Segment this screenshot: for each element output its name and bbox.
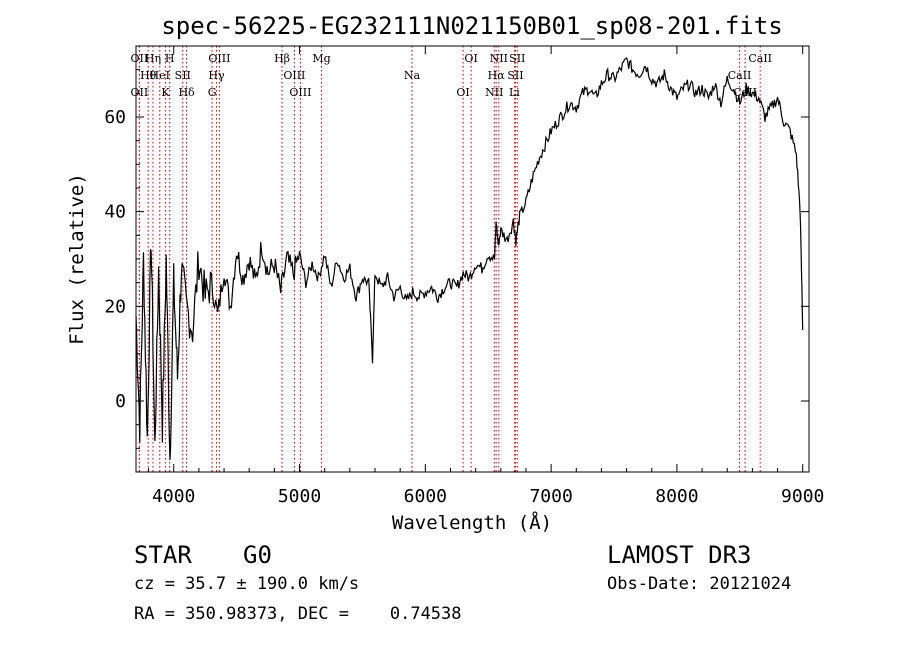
x-axis-ticks: 4000 5000 6000 7000 8000 9000 — [148, 46, 824, 507]
plot-frame — [135, 45, 810, 473]
marker-label: Mg — [312, 52, 330, 65]
x-tick-label: 5000 — [278, 486, 321, 507]
x-tick-label: 6000 — [404, 486, 447, 507]
marker-label: OII — [131, 52, 149, 65]
marker-label: Hα — [488, 69, 506, 82]
spectrum-line — [135, 57, 804, 460]
obs-date-text: Obs-Date: 20121024 — [607, 574, 792, 594]
x-tick-label: 9000 — [781, 486, 824, 507]
object-class: STAR — [134, 541, 192, 569]
marker-label: Na — [404, 69, 421, 82]
y-axis-label: Flux (relative) — [66, 173, 88, 345]
marker-label: HeI — [150, 69, 170, 82]
marker-label: OI — [464, 52, 477, 65]
marker-label: CaII — [748, 52, 772, 65]
marker-label: Hθ — [140, 69, 157, 82]
x-axis-label: Wavelength (Å) — [392, 511, 552, 534]
x-tick-label: 7000 — [529, 486, 572, 507]
marker-label: SII — [509, 52, 525, 65]
marker-label: SII — [175, 69, 191, 82]
object-subclass: G0 — [243, 541, 272, 569]
x-tick-label: 4000 — [152, 486, 195, 507]
marker-label: OII — [131, 86, 149, 99]
y-tick-label: 0 — [115, 391, 126, 412]
marker-label: SII — [507, 69, 523, 82]
y-axis-ticks: 0 20 40 60 — [104, 69, 809, 449]
marker-label: Hδ — [178, 86, 195, 99]
marker-label: K — [161, 86, 170, 99]
survey-name: LAMOST DR3 — [607, 541, 752, 569]
marker-label: Hγ — [208, 69, 225, 82]
marker-label: NII — [485, 86, 503, 99]
coordinates-text: RA = 350.98373, DEC = 0.74538 — [134, 604, 462, 624]
marker-label: Li — [509, 86, 520, 99]
emission-line-markers — [138, 46, 761, 472]
marker-label: OI — [456, 86, 469, 99]
marker-label: OIII — [208, 52, 230, 65]
marker-label: H — [165, 52, 175, 65]
marker-label: NII — [490, 52, 508, 65]
marker-label: OIII — [289, 86, 311, 99]
marker-label: Hβ — [274, 52, 290, 65]
chart-title: spec-56225-EG232111N021150B01_sp08-201.f… — [161, 12, 782, 40]
y-tick-label: 60 — [104, 107, 126, 128]
marker-label: Hη — [145, 52, 161, 65]
marker-label: CaII — [728, 69, 752, 82]
marker-label: G — [208, 86, 217, 99]
redshift-text: cz = 35.7 ± 190.0 km/s — [134, 574, 360, 594]
y-tick-label: 20 — [104, 296, 126, 317]
y-tick-label: 40 — [104, 202, 126, 223]
marker-label: OIII — [283, 69, 305, 82]
x-tick-label: 8000 — [655, 486, 698, 507]
